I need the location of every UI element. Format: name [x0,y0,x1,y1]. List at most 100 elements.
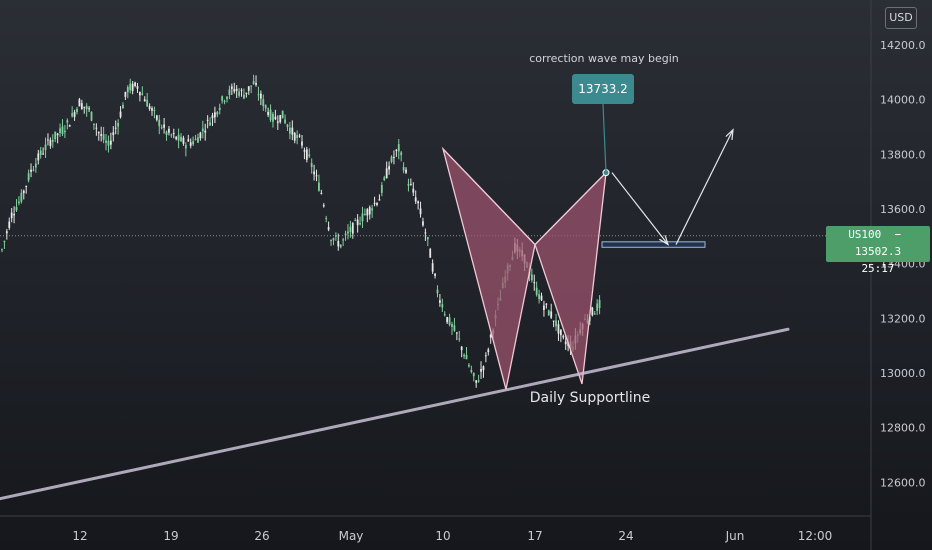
y-tick-label: 14000.0 [880,94,926,107]
candle-body [117,122,120,127]
pattern-xb-leg [442,148,536,245]
candle-body [54,131,57,140]
candle-body [564,341,567,345]
candle-body [83,106,86,108]
candle-body [184,145,187,149]
target-callout-line [602,103,607,173]
candle-body [165,131,168,135]
candle-body [281,110,284,119]
candle-body [559,329,562,336]
candle-body [468,365,470,367]
candle-body [439,300,441,303]
candle-body [71,113,74,117]
candle-body [243,94,245,99]
candle-body [47,139,49,141]
support-trendline [0,327,790,501]
reaction-zone [601,241,706,248]
candle-body [172,133,175,135]
candle-body [221,96,224,101]
candle-body [218,107,221,111]
candle-body [279,115,282,123]
candle-body [88,108,90,110]
candle-body [301,141,303,146]
candle-body [42,153,45,155]
candle-body [78,99,81,107]
candle-body [349,226,352,233]
candle-body [477,380,480,382]
candle-body [160,127,163,129]
candle-body [378,199,381,201]
candle-body [359,223,361,225]
candle-body [10,212,13,219]
x-tick-label: May [339,529,364,543]
currency-badge[interactable]: USD [885,7,917,29]
candle-body [407,183,410,186]
candle-body [303,150,306,152]
candle-body [552,320,555,322]
candle-body [356,219,359,226]
y-tick-label: 12800.0 [880,422,926,435]
candle-body [211,115,214,119]
candle-body [487,349,490,353]
candle-body [255,82,257,85]
candle-body [332,238,335,241]
candle-body [257,94,260,96]
candle-body [197,137,199,143]
candle-body [49,140,52,146]
candle-body [61,126,64,134]
candle-body [64,130,66,133]
candle-body [291,127,294,135]
candle-body [245,92,248,94]
candle-body [342,239,345,241]
candle-body [393,156,395,159]
y-axis: 14200.014000.013800.013600.013400.013200… [870,0,926,550]
candle-body [39,150,42,156]
candle-body [354,220,357,222]
x-axis: 12 19 26 May 10 17 24 Jun 12:00 [0,515,871,543]
candle-body [139,91,141,96]
candle-body [226,96,228,100]
candle-body [412,188,415,193]
bar-countdown: 25:17 [861,262,895,275]
candle-body [591,307,594,316]
candle-body [390,156,393,162]
candle-body [230,86,233,89]
candle-body [13,213,15,216]
candle-body [228,89,231,95]
candle-body [361,213,364,222]
candle-body [305,149,308,160]
support-line-label: Daily Supportline [529,390,651,406]
x-tick-label: 10 [435,529,450,543]
candle-body [267,111,270,116]
y-tick-label: 14200.0 [880,39,926,52]
candle-body [458,338,461,340]
candle-body [25,186,28,188]
candle-body [240,89,243,91]
candle-body [272,113,274,122]
candle-body [107,140,110,146]
candle-body [3,241,6,243]
candle-body [293,132,296,141]
candle-body [547,310,550,316]
candle-body [419,208,422,215]
candle-body [15,206,18,211]
candle-body [351,222,354,234]
candle-body [451,324,453,327]
support-line [0,327,790,501]
candle-body [30,169,32,172]
candle-body [347,231,349,234]
candle-body [480,369,482,372]
candle-body [276,121,279,123]
candle-body [431,263,434,272]
candle-body [455,332,458,334]
candle-body [436,289,439,294]
candle-body [441,304,444,308]
candle-body [284,119,286,124]
candle-body [482,366,485,371]
candle-body [95,127,98,129]
candle-body [233,89,236,92]
candle-body [262,99,265,107]
candle-body [80,103,83,110]
